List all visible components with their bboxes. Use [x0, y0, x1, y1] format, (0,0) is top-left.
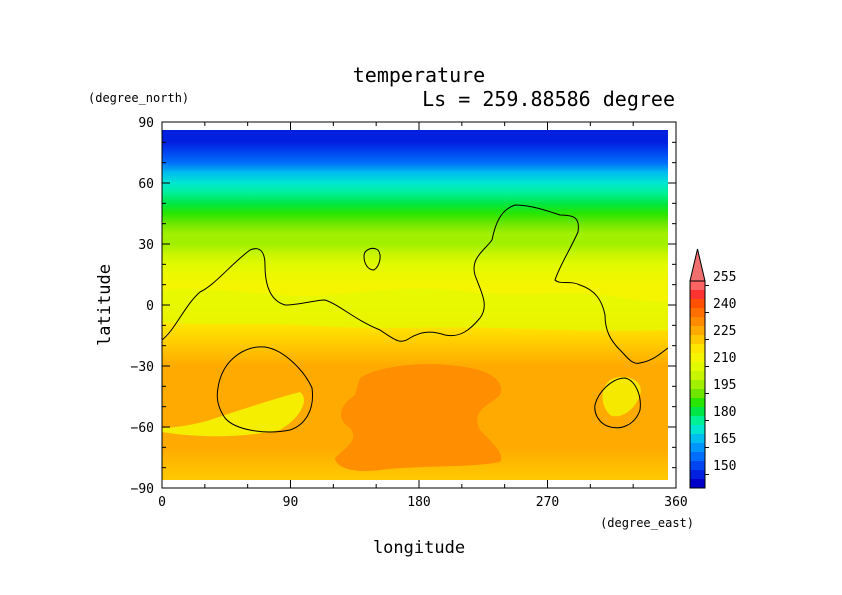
- field-anomalies: [162, 288, 668, 472]
- colorbar-tick-label: 150: [713, 459, 736, 474]
- x-tick-label: 90: [283, 495, 299, 510]
- colorbar-swatch: [690, 344, 705, 353]
- tick-marks: [161, 121, 677, 489]
- x-units-label: (degree_east): [600, 516, 694, 530]
- y-axis-label: latitude: [95, 264, 115, 346]
- chart-title: temperature: [353, 63, 485, 87]
- colorbar-tick-label: 210: [713, 351, 736, 366]
- colorbar-swatch: [690, 362, 705, 371]
- contour-hill-west: [216, 346, 314, 433]
- contour-main: [162, 204, 668, 364]
- cool-band-south: [162, 392, 304, 437]
- colorbar-swatch: [690, 389, 705, 398]
- x-tick-label: 0: [158, 495, 166, 510]
- colorbar-swatch: [690, 290, 705, 299]
- colorbar-tick-label: 180: [713, 405, 736, 420]
- x-axis-label: longitude: [373, 538, 465, 558]
- colorbar-swatch: [690, 335, 705, 344]
- y-tick-label: 0: [146, 299, 154, 314]
- colorbar-tick-labels: 255 240 225 210 195 180 165 150: [713, 270, 736, 474]
- cool-band-east: [602, 376, 641, 417]
- colorbar-swatch: [690, 416, 705, 425]
- y-units-label: (degree_north): [88, 91, 189, 105]
- colorbar-swatch: [690, 479, 705, 488]
- colorbar-swatch: [690, 299, 705, 308]
- colorbar-swatch: [690, 434, 705, 443]
- colorbar-tick-label: 165: [713, 432, 736, 447]
- colorbar-swatch: [690, 407, 705, 416]
- y-tick-label: −30: [131, 360, 154, 375]
- colorbar-swatch: [690, 470, 705, 479]
- colorbar-swatch: [690, 380, 705, 389]
- colorbar-swatch: [690, 452, 705, 461]
- contour-hill-east: [594, 377, 641, 429]
- heatmap-field: [162, 130, 668, 480]
- colorbar-tick-label: 225: [713, 324, 736, 339]
- colorbar-swatch: [690, 317, 705, 326]
- colorbar-swatch: [690, 443, 705, 452]
- y-tick-label: 90: [138, 116, 154, 131]
- colorbar-swatch: [690, 398, 705, 407]
- colorbar-extension: [689, 248, 706, 282]
- colorbar-swatch: [690, 371, 705, 380]
- y-tick-label: −90: [131, 482, 154, 497]
- y-tick-labels: 90 60 30 0 −30 −60 −90: [131, 116, 154, 497]
- x-tick-label: 270: [536, 495, 559, 510]
- x-tick-label: 180: [407, 495, 430, 510]
- colorbar-swatch: [690, 461, 705, 470]
- x-tick-label: 360: [664, 495, 687, 510]
- colorbar-tick-label: 255: [713, 270, 736, 285]
- colorbar-swatch: [690, 308, 705, 317]
- chart-subtitle: Ls = 259.88586 degree: [422, 87, 675, 111]
- colorbar: [689, 248, 709, 489]
- colorbar-swatch: [690, 425, 705, 434]
- y-tick-label: 60: [138, 177, 154, 192]
- y-tick-label: −60: [131, 421, 154, 436]
- y-tick-label: 30: [138, 238, 154, 253]
- tropical-band: [162, 288, 668, 331]
- colorbar-swatch: [690, 353, 705, 362]
- land-contour: [162, 204, 668, 433]
- colorbar-tick-label: 195: [713, 378, 736, 393]
- contour-hill-north: [363, 247, 381, 271]
- colorbar-tick-label: 240: [713, 297, 736, 312]
- x-tick-labels: 0 90 180 270 360: [158, 495, 688, 510]
- colorbar-swatch: [690, 281, 705, 290]
- colorbar-swatch: [690, 326, 705, 335]
- colorbar-frame: [689, 280, 706, 489]
- warm-region: [335, 364, 502, 472]
